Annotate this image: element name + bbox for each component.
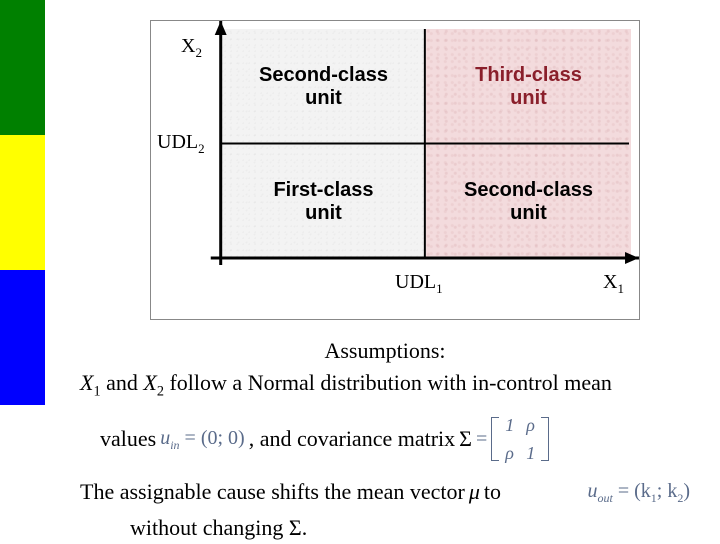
quadrant-diagram: Second-classunit Third-classunit First-c… — [150, 20, 640, 320]
quadrant-grid: Second-classunit Third-classunit First-c… — [221, 29, 631, 259]
matrix-bracket-right — [541, 417, 549, 461]
x2-sub: 2 — [157, 383, 164, 399]
quad-second-class-top: Second-classunit — [221, 29, 426, 144]
assumptions-line3: values uin = (0; 0) , and covariance mat… — [80, 412, 690, 466]
x2-var: X — [143, 370, 156, 395]
uout-sub: out — [597, 491, 612, 505]
x1-sub: 1 — [93, 383, 100, 399]
uin-sub: in — [170, 438, 179, 452]
assumptions-line5: without changing Σ. — [130, 512, 690, 544]
eq-sign: = — [476, 425, 487, 454]
udl1-label: UDL1 — [395, 271, 443, 297]
quad-first-class: First-classunit — [221, 144, 426, 259]
stripe-yellow — [0, 135, 45, 270]
line5-text: without changing — [130, 515, 289, 540]
assumptions-line2: X1 and X2 follow a Normal distribution w… — [80, 367, 690, 402]
axis-x2-sub: 2 — [195, 45, 202, 60]
line3-mid: , and covariance matrix — [249, 423, 455, 455]
line4-to: to — [484, 476, 501, 508]
uin-eq: = (0; 0) — [180, 427, 245, 449]
values-word: values — [100, 423, 156, 455]
axis-x2-text: X — [181, 35, 195, 57]
sigma2-symbol: Σ — [289, 515, 302, 540]
line2-and: and — [101, 370, 144, 395]
udl2-text: UDL — [157, 131, 198, 153]
x1-var: X — [80, 370, 93, 395]
covariance-matrix: 1 ρ ρ 1 — [491, 412, 549, 466]
quad-label: Second-classunit — [259, 64, 388, 110]
m21: ρ — [505, 440, 514, 466]
matrix-bracket-left — [491, 417, 499, 461]
x-axis-label: X1 — [603, 271, 624, 297]
quad-third-class: Third-classunit — [426, 29, 631, 144]
assumptions-heading: Assumptions: — [80, 335, 690, 367]
line2-rest: follow a Normal distribution with in-con… — [164, 370, 612, 395]
uout-end: ) — [683, 480, 690, 502]
stripe-blue — [0, 270, 45, 405]
left-color-stripes — [0, 0, 45, 405]
assumptions-line4: The assignable cause shifts the mean vec… — [80, 476, 690, 508]
axis-x1-text: X — [603, 271, 617, 293]
quad-second-class-bottom: Second-classunit — [426, 144, 631, 259]
quad-label: First-classunit — [273, 179, 373, 225]
sigma-symbol: Σ — [459, 423, 472, 455]
udl2-sub: 2 — [198, 141, 205, 156]
y-axis-label: X2 — [181, 35, 202, 61]
quad-label: Third-classunit — [475, 64, 582, 110]
axis-x1-sub: 1 — [617, 281, 624, 296]
u-out-formula: uout = (k1; k2) — [587, 477, 690, 507]
line5-end: . — [302, 515, 308, 540]
uout-mid: ; k — [657, 480, 678, 502]
uout-eq: = (k — [613, 480, 651, 502]
matrix-body: 1 ρ ρ 1 — [505, 412, 535, 466]
udl2-label: UDL2 — [157, 131, 205, 157]
m22: 1 — [526, 440, 535, 466]
line4-text: The assignable cause shifts the mean vec… — [80, 476, 465, 508]
m11: 1 — [505, 412, 514, 438]
m12: ρ — [526, 412, 535, 438]
stripe-green — [0, 0, 45, 135]
mu-symbol: μ — [469, 476, 480, 508]
uin-u: u — [160, 427, 170, 449]
u-in-formula: uin = (0; 0) — [160, 424, 245, 454]
quad-label: Second-classunit — [464, 179, 593, 225]
udl1-text: UDL — [395, 271, 436, 293]
uout-u: u — [587, 480, 597, 502]
udl1-sub: 1 — [436, 281, 443, 296]
assumptions-text: Assumptions: X1 and X2 follow a Normal d… — [80, 335, 690, 544]
